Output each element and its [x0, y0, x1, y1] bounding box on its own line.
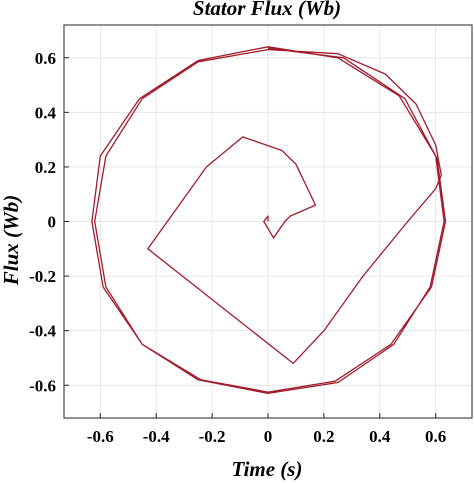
x-tick-label: 0.2: [313, 427, 334, 446]
y-tick-label: 0.2: [35, 158, 56, 177]
y-tick-label: -0.4: [29, 322, 56, 341]
tick-labels: -0.6 -0.4 -0.2 0 0.2 0.4 0.6 -0.6 -0.4 -0.2 0 0.2 0.…: [29, 49, 446, 446]
x-tick-label: 0.6: [425, 427, 446, 446]
y-tick-label: 0: [48, 213, 57, 232]
x-axis-label: Time (s): [232, 457, 303, 481]
x-tick-label: 0: [264, 427, 273, 446]
y-tick-label: 0.6: [35, 49, 56, 68]
x-tick-label: 0.4: [369, 427, 391, 446]
y-tick-label: -0.6: [29, 376, 56, 395]
chart-title: Stator Flux (Wb): [193, 0, 341, 20]
axis-ticks: [64, 57, 437, 418]
series-layer: [91, 46, 447, 395]
flux-trajectory-line: [91, 46, 447, 395]
y-tick-label: 0.4: [35, 103, 57, 122]
y-tick-label: -0.2: [29, 267, 56, 286]
x-tick-label: -0.2: [199, 427, 226, 446]
x-tick-label: -0.6: [87, 427, 114, 446]
x-tick-label: -0.4: [143, 427, 170, 446]
y-axis-label: Flux (Wb): [0, 195, 23, 286]
grid-lines: [64, 25, 472, 418]
